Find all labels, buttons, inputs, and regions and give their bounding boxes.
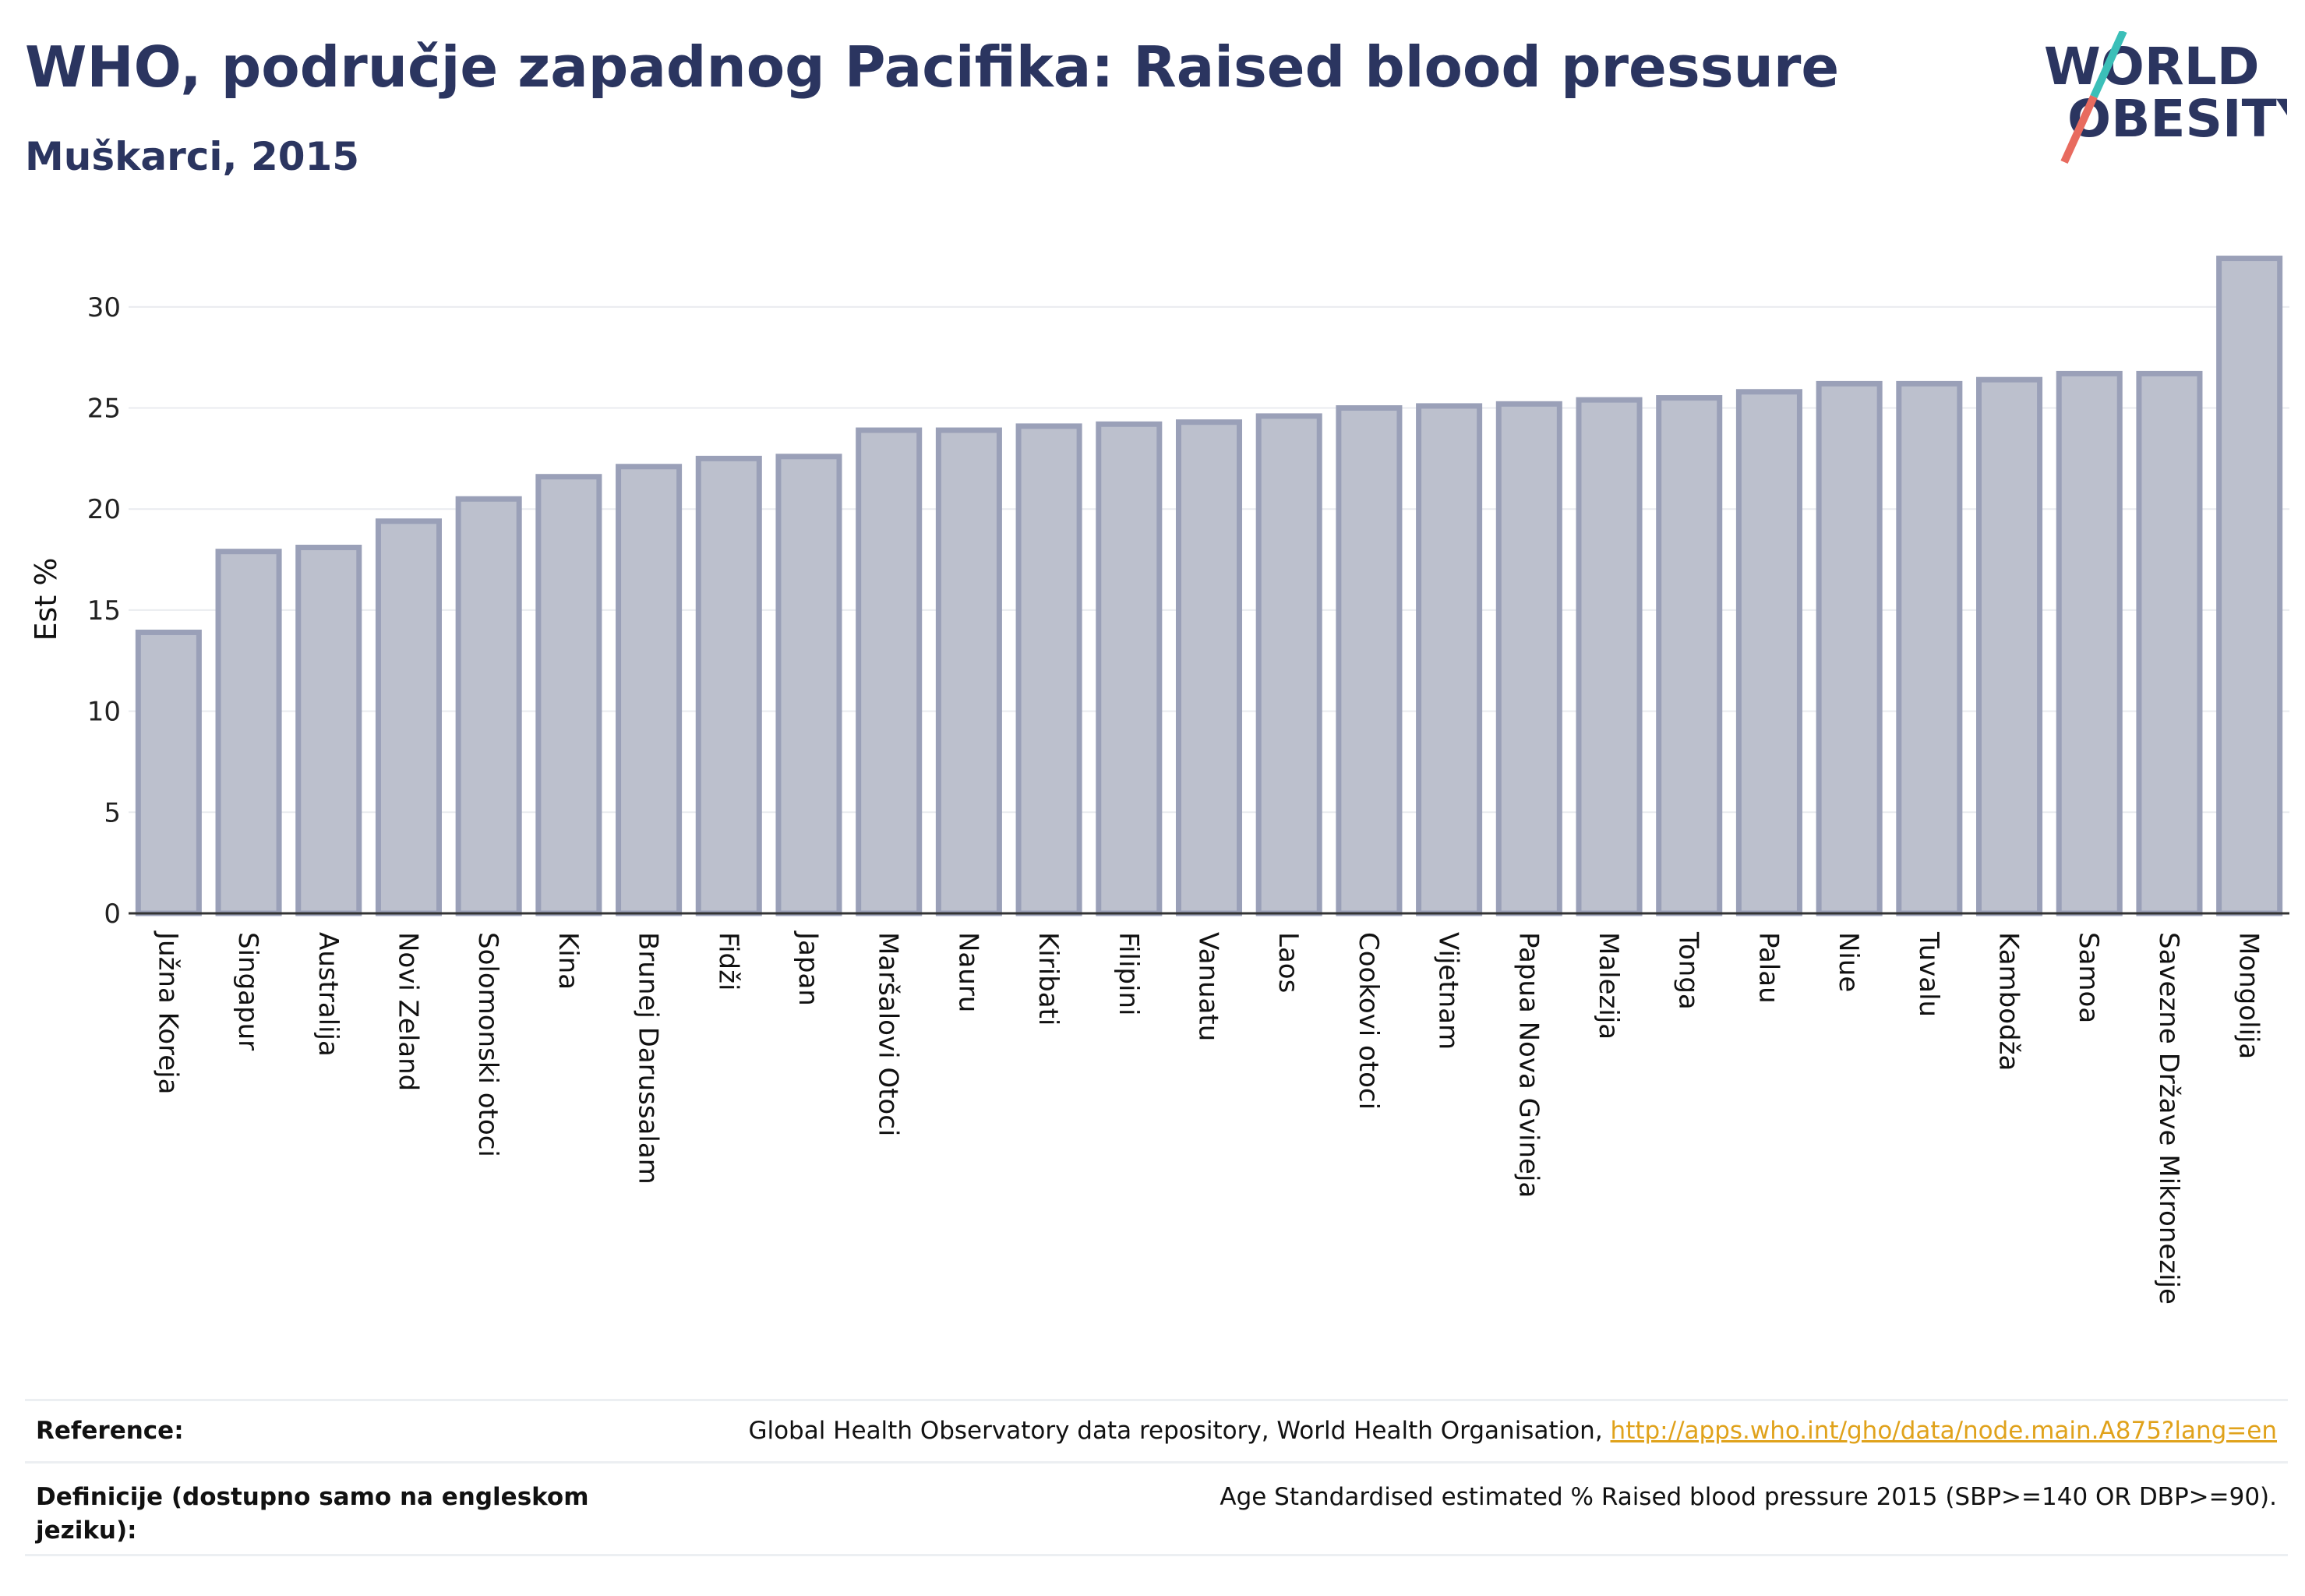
bar[interactable] — [1096, 421, 1163, 916]
bar[interactable] — [135, 629, 202, 916]
bars — [135, 256, 2283, 916]
bar[interactable] — [1976, 376, 2043, 916]
bar[interactable] — [1816, 380, 1883, 916]
x-tick-label: Vijetnam — [1433, 932, 1464, 1050]
x-tick-label: Južna Koreja — [152, 930, 183, 1094]
y-tick-label: 30 — [87, 292, 121, 323]
x-tick-label: Savezne Države Mikronezije — [2153, 932, 2184, 1305]
bar[interactable] — [1416, 403, 1483, 916]
bar[interactable] — [1175, 419, 1243, 916]
x-tick-label: Japan — [792, 930, 824, 1006]
x-tick-label: Kiribati — [1032, 932, 1064, 1026]
bar[interactable] — [856, 427, 923, 916]
y-tick-label: 20 — [87, 494, 121, 525]
x-tick-label: Solomonski otoci — [472, 932, 503, 1157]
x-tick-label: Nauru — [952, 932, 983, 1012]
page-title: WHO, područje zapadnog Pacifika: Raised … — [25, 34, 1840, 100]
y-tick-label: 0 — [104, 899, 121, 930]
reference-text: Global Health Observatory data repositor… — [748, 1417, 1611, 1445]
bar[interactable] — [616, 464, 683, 916]
footer-notes: Reference: Global Health Observatory dat… — [25, 1399, 2288, 1556]
logo-slash-teal — [2090, 31, 2127, 99]
bar[interactable] — [535, 474, 602, 916]
bar[interactable] — [1576, 397, 1643, 916]
page-subtitle: Muškarci, 2015 — [25, 134, 360, 179]
bar[interactable] — [1896, 380, 1963, 916]
reference-link[interactable]: http://apps.who.int/gho/data/node.main.A… — [1610, 1417, 2277, 1445]
x-tick-label: Kambodža — [1993, 932, 2024, 1071]
bar[interactable] — [775, 454, 842, 916]
x-tick-label: Palau — [1753, 932, 1784, 1004]
y-tick-label: 25 — [87, 394, 121, 425]
y-tick-label: 15 — [87, 595, 121, 627]
x-tick-label: Cookovi otoci — [1353, 932, 1384, 1110]
reference-row: Reference: Global Health Observatory dat… — [25, 1399, 2288, 1461]
y-tick-label: 5 — [104, 797, 121, 828]
bar[interactable] — [1255, 413, 1322, 916]
y-tick-label: 10 — [87, 697, 121, 728]
world-obesity-logo: WORLD OBESITY — [2044, 31, 2287, 164]
y-axis-label: Est % — [29, 558, 63, 641]
x-tick-label: Fidži — [712, 932, 743, 990]
bar[interactable] — [1336, 405, 1403, 916]
logo-line2: OBESITY — [2067, 89, 2287, 149]
x-tick-label: Papua Nova Gvineja — [1513, 932, 1544, 1198]
bar[interactable] — [1015, 423, 1082, 916]
reference-value: Global Health Observatory data repositor… — [748, 1414, 2277, 1448]
x-tick-label: Samoa — [2073, 932, 2104, 1023]
bar[interactable] — [295, 544, 362, 916]
logo-line1: WORLD — [2044, 37, 2260, 97]
bar[interactable] — [935, 427, 1002, 916]
x-tick-label: Vanuatu — [1193, 932, 1224, 1041]
x-tick-label: Tonga — [1673, 931, 1704, 1010]
x-tick-label: Novi Zeland — [392, 932, 423, 1091]
x-tick-label: Filipini — [1113, 932, 1144, 1015]
bar[interactable] — [215, 549, 282, 916]
x-tick-label: Malezija — [1593, 932, 1624, 1040]
bar[interactable] — [2056, 370, 2123, 916]
logo-slash-coral — [2060, 94, 2098, 164]
x-tick-label: Australija — [312, 932, 344, 1057]
x-tick-label: Brunej Darussalam — [633, 932, 664, 1185]
reference-label: Reference: — [36, 1417, 184, 1445]
x-tick-label: Mongolija — [2233, 932, 2264, 1059]
x-tick-label: Singapur — [232, 932, 263, 1050]
bar[interactable] — [695, 455, 762, 916]
bar[interactable] — [375, 518, 442, 916]
x-tick-label: Laos — [1273, 932, 1304, 993]
bar[interactable] — [2216, 256, 2283, 916]
definition-row: Definicije (dostupno samo na engleskom j… — [25, 1461, 2288, 1556]
definition-value: Age Standardised estimated % Raised bloo… — [1220, 1483, 2277, 1511]
y-tick-labels: 0 5 10 15 20 25 30 — [87, 292, 121, 930]
x-tick-label: Kina — [552, 932, 584, 990]
x-tick-label: Niue — [1833, 932, 1864, 992]
x-tick-label: Maršalovi Otoci — [873, 932, 904, 1136]
x-tick-labels: Južna Koreja Singapur Australija Novi Zelan… — [152, 930, 2264, 1305]
bar[interactable] — [1735, 389, 1802, 916]
bar-chart: 0 5 10 15 20 25 30 Južna Koreja Singapur Austral… — [29, 256, 2289, 1305]
bar[interactable] — [455, 496, 522, 916]
x-tick-label: Tuvalu — [1913, 931, 1944, 1017]
bar[interactable] — [1495, 401, 1562, 916]
bar[interactable] — [2136, 370, 2203, 916]
bar[interactable] — [1656, 395, 1723, 916]
definition-label: Definicije (dostupno samo na engleskom j… — [36, 1483, 589, 1545]
